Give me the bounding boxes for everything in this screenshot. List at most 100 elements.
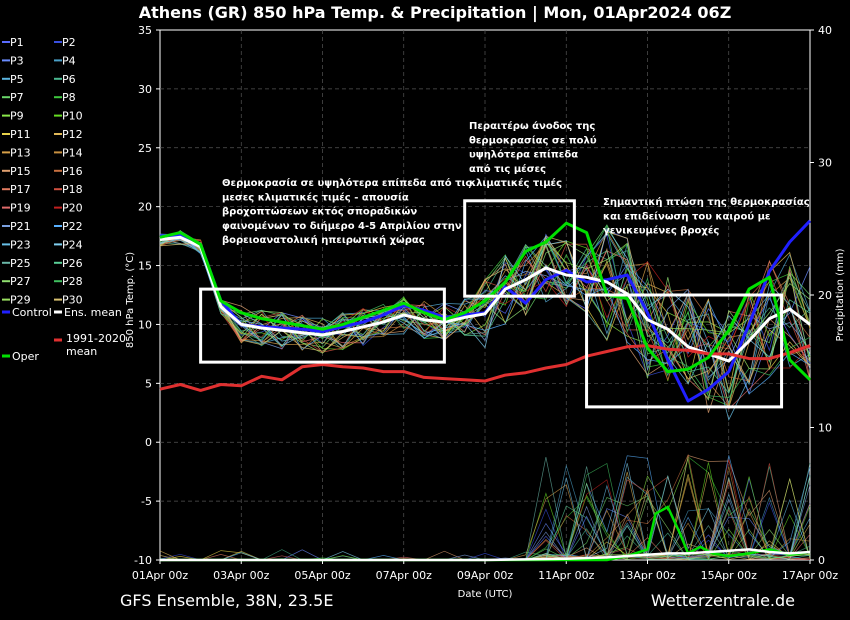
legend-label: P2 (62, 36, 76, 49)
legend-label: P17 (10, 183, 31, 196)
annotation-text: υψηλότερα επίπεδα (469, 149, 578, 161)
y-tick-label: 30 (138, 83, 152, 96)
legend-label: P28 (62, 275, 83, 288)
legend-label: P29 (10, 294, 31, 307)
y2-tick-label: 0 (818, 554, 825, 567)
member-line (159, 230, 811, 394)
x-tick-label: 13Apr 00z (619, 569, 676, 582)
legend-label: P9 (10, 110, 24, 123)
y-tick-label: 0 (145, 436, 152, 449)
y2-tick-label: 30 (818, 157, 832, 170)
legend-label: P24 (62, 238, 83, 251)
annotation-text: Περαιτέρω άνοδος της (469, 120, 595, 132)
annotation-text: Θερμοκρασία σε υψηλότερα επίπεδα από τις (222, 177, 471, 189)
legend-label: Oper (12, 350, 39, 363)
annotation-text: γενικευμένες βροχές (603, 225, 719, 237)
y2-tick-label: 40 (818, 24, 832, 37)
legend-label: P6 (62, 73, 76, 86)
footer-site: Wetterzentrale.de (651, 591, 795, 610)
x-axis-label: Date (UTC) (458, 589, 513, 600)
y2-axis-label: Precipitation (mm) (835, 248, 846, 341)
member-line (159, 233, 811, 381)
member-line (159, 239, 811, 413)
annotation-box (199, 287, 446, 364)
member-line (159, 242, 811, 395)
y2-tick-label: 10 (818, 422, 832, 435)
y-tick-label: 20 (138, 201, 152, 214)
annotation-boxes (199, 199, 784, 409)
legend-label: P4 (62, 54, 76, 67)
y-tick-label: 5 (145, 377, 152, 390)
legend-label: P13 (10, 146, 31, 159)
y-axis-left: -10 -5 0 5 10 15 20 25 30 35 (134, 24, 160, 567)
x-tick-label: 15Apr 00z (701, 569, 758, 582)
legend-label: P15 (10, 165, 31, 178)
x-tick-label: 05Apr 00z (294, 569, 351, 582)
annotation-text: κλιματικές τιμές (469, 177, 562, 189)
chart-title: Athens (GR) 850 hPa Temp. & Precipitatio… (139, 3, 732, 23)
annotation-box (463, 199, 576, 298)
y-tick-label: 25 (138, 142, 152, 155)
legend-label: P11 (10, 128, 31, 141)
legend-label: P18 (62, 183, 83, 196)
legend-label: P23 (10, 238, 31, 251)
y-tick-label: -10 (134, 554, 152, 567)
legend-label: P12 (62, 128, 83, 141)
legend-label: P16 (62, 165, 83, 178)
annotation-text: Σημαντική πτώση της θερμοκρασίας (603, 196, 810, 208)
legend-label: P19 (10, 202, 31, 215)
legend-label: Ens. mean (64, 306, 122, 319)
legend-label: 1991-2020 (66, 332, 126, 345)
x-tick-label: 09Apr 00z (457, 569, 514, 582)
annotation-text: θερμοκρασίας σε πολύ (469, 134, 597, 146)
legend-label: P7 (10, 91, 24, 104)
legend: P1 P2 P3 P4 P5 P6 P7 P8 P9 P10 P11 P12 P13 P14 P15 P16 P… (2, 36, 126, 363)
annotation-text: βορειοανατολική ηπειρωτική χώρας (222, 234, 425, 246)
annotation-texts: Θερμοκρασία σε υψηλότερα επίπεδα από τις… (222, 120, 810, 246)
annotation-text: βροχοπτώσεων εκτός σποραδικών (222, 206, 417, 218)
main-series-lines (159, 219, 812, 403)
legend-label: P14 (62, 146, 83, 159)
y-axis-label: 850 hPa Temp. (°C) (125, 252, 136, 348)
legend-label: P1 (10, 36, 24, 49)
y-tick-label: 35 (138, 24, 152, 37)
annotation-text: και επιδείνωση του καιρού με (603, 210, 771, 222)
legend-label: P22 (62, 220, 83, 233)
annotation-text: από τις μέσες (469, 163, 546, 175)
legend-label: P30 (62, 294, 83, 307)
x-tick-label: 17Apr 00z (782, 569, 839, 582)
legend-label: mean (66, 345, 97, 358)
member-line (159, 232, 811, 379)
member-line (159, 231, 811, 384)
annotation-text: φαινομένων το διήμερο 4-5 Απριλίου στην (222, 220, 462, 232)
legend-label: Control (12, 306, 52, 319)
annotation-box (585, 293, 784, 409)
y-axis-right: 0 10 20 30 40 (810, 24, 832, 567)
member-line (159, 224, 811, 398)
legend-label: P3 (10, 54, 24, 67)
y-tick-label: 10 (138, 318, 152, 331)
legend-label: P10 (62, 110, 83, 123)
annotation-text: μεσες κλιματικές τιμές - απουσία (222, 191, 409, 203)
x-tick-label: 11Apr 00z (538, 569, 595, 582)
legend-label: P26 (62, 257, 83, 270)
x-axis: 01Apr 00z 03Apr 00z 05Apr 00z 07Apr 00z 09Ap… (132, 560, 839, 582)
member-line (159, 234, 811, 382)
precip-line (160, 548, 811, 562)
x-tick-label: 03Apr 00z (213, 569, 270, 582)
precipitation-lines (160, 505, 811, 562)
series-line-1991-2020-mean (159, 344, 811, 392)
y-tick-label: -5 (141, 495, 152, 508)
legend-label: P5 (10, 73, 24, 86)
footer-model-info: GFS Ensemble, 38N, 23.5E (120, 591, 333, 610)
x-tick-label: 01Apr 00z (132, 569, 189, 582)
legend-label: P8 (62, 91, 76, 104)
legend-label: P21 (10, 220, 31, 233)
y2-tick-label: 20 (818, 289, 832, 302)
legend-label: P20 (62, 202, 83, 215)
x-tick-label: 07Apr 00z (376, 569, 433, 582)
y-tick-label: 15 (138, 260, 152, 273)
member-line (159, 233, 811, 395)
legend-label: P27 (10, 275, 31, 288)
